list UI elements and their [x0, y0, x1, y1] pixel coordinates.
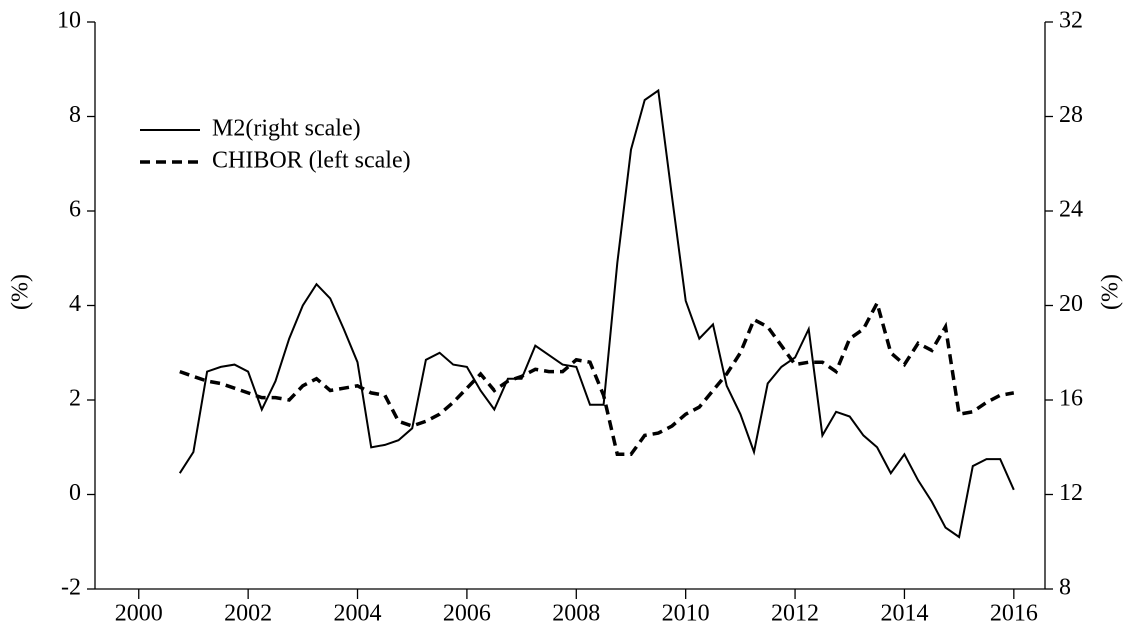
y2-tick-label: 24 — [1059, 197, 1083, 223]
y-tick-label: 4 — [69, 291, 81, 317]
y-tick-label: 6 — [69, 197, 81, 223]
y-axis-label: (%) — [8, 274, 34, 310]
y-tick-label: 8 — [69, 102, 81, 128]
x-tick-label: 2014 — [880, 601, 928, 627]
x-tick-label: 2002 — [224, 601, 272, 627]
y2-tick-label: 12 — [1059, 480, 1083, 506]
y-tick-label: 2 — [69, 386, 81, 412]
y-tick-label: 10 — [57, 8, 81, 34]
y-tick-label: -2 — [61, 575, 81, 601]
y2-tick-label: 32 — [1059, 8, 1083, 34]
x-tick-label: 2000 — [115, 601, 163, 627]
x-tick-label: 2006 — [443, 601, 491, 627]
x-tick-label: 2016 — [990, 601, 1038, 627]
y2-tick-label: 28 — [1059, 102, 1083, 128]
y-tick-label: 0 — [69, 480, 81, 506]
y2-axis-label: (%) — [1098, 274, 1124, 310]
x-tick-label: 2004 — [334, 601, 382, 627]
series-line — [178, 88, 1015, 539]
legend-label: M2(right scale) — [212, 116, 361, 142]
x-tick-label: 2010 — [662, 601, 710, 627]
x-tick-label: 2008 — [552, 601, 600, 627]
series-line — [179, 298, 1015, 457]
y2-tick-label: 16 — [1059, 386, 1083, 412]
y2-tick-label: 8 — [1059, 575, 1071, 601]
y2-tick-label: 20 — [1059, 291, 1083, 317]
x-tick-label: 2012 — [771, 601, 819, 627]
legend-label: CHIBOR (left scale) — [212, 148, 411, 174]
